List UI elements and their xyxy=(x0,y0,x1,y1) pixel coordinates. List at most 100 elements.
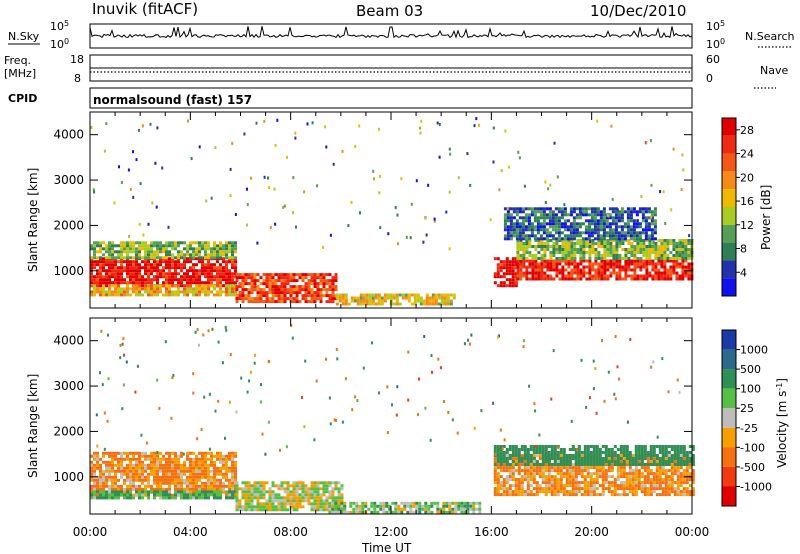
range-cell xyxy=(322,490,326,494)
range-cell xyxy=(658,466,662,470)
range-cell xyxy=(565,454,569,457)
range-cell xyxy=(198,260,201,264)
range-cell xyxy=(228,278,231,282)
range-cell xyxy=(514,266,518,270)
range-cell xyxy=(517,454,521,457)
range-cell xyxy=(425,233,428,237)
range-cell xyxy=(532,445,536,448)
range-cell xyxy=(581,207,585,211)
range-cell xyxy=(186,478,189,482)
range-cell xyxy=(523,454,527,457)
range-cell xyxy=(603,262,607,266)
range-cell xyxy=(231,478,234,482)
range-cell xyxy=(349,504,353,508)
range-cell xyxy=(634,487,638,491)
range-cell xyxy=(216,281,219,285)
range-cell xyxy=(177,278,180,282)
range-cell xyxy=(425,302,429,306)
range-cell xyxy=(590,228,594,232)
range-cell xyxy=(120,181,123,185)
range-cell xyxy=(586,451,590,454)
range-cell xyxy=(153,469,156,473)
range-cell xyxy=(588,259,592,263)
range-cell xyxy=(585,251,589,254)
range-cell xyxy=(523,451,527,454)
range-cell xyxy=(509,219,513,223)
range-cell xyxy=(598,457,602,460)
range-cell xyxy=(165,250,168,254)
range-cell xyxy=(365,299,369,303)
range-cell xyxy=(603,268,607,272)
range-cell xyxy=(584,213,588,217)
range-cell xyxy=(195,281,198,285)
range-cell xyxy=(231,490,234,494)
range-cell xyxy=(298,291,302,295)
range-cell xyxy=(574,484,578,488)
range-cell xyxy=(93,451,96,455)
range-cell xyxy=(241,505,245,509)
range-cell xyxy=(618,239,622,242)
range-cell xyxy=(503,228,507,232)
range-cell xyxy=(295,481,299,485)
range-cell xyxy=(448,247,451,251)
range-cell xyxy=(571,487,575,491)
range-cell xyxy=(210,278,213,282)
range-cell xyxy=(265,481,269,485)
range-cell xyxy=(99,272,102,276)
range-cell xyxy=(256,285,260,289)
range-cell xyxy=(553,487,557,491)
range-cell xyxy=(120,247,123,251)
range-cell xyxy=(126,241,129,245)
range-cell xyxy=(554,237,558,241)
range-cell xyxy=(120,460,123,464)
range-cell xyxy=(615,254,619,257)
range-cell xyxy=(228,272,231,276)
range-cell xyxy=(277,484,281,488)
range-cell xyxy=(253,490,257,494)
range-cell xyxy=(135,284,138,288)
range-cell xyxy=(536,207,540,211)
range-cell xyxy=(623,225,627,229)
range-cell xyxy=(310,493,314,497)
range-cell xyxy=(517,472,521,476)
range-cell xyxy=(508,260,512,264)
range-cell xyxy=(283,291,287,295)
range-cell xyxy=(378,191,381,195)
range-cell xyxy=(688,484,692,488)
colorbar-swatch xyxy=(722,224,736,243)
range-cell xyxy=(123,496,126,500)
range-cell xyxy=(679,484,683,488)
range-cell xyxy=(216,275,219,279)
range-cell xyxy=(325,291,329,295)
range-cell xyxy=(532,493,536,497)
range-cell xyxy=(602,237,606,241)
range-cell xyxy=(645,239,649,242)
range-cell xyxy=(529,466,533,470)
range-cell xyxy=(150,278,153,282)
range-cell xyxy=(590,210,594,214)
range-cell xyxy=(661,487,665,491)
range-cell xyxy=(313,487,317,491)
range-cell xyxy=(577,487,581,491)
range-cell xyxy=(259,508,263,512)
range-cell xyxy=(639,245,643,248)
range-cell xyxy=(144,272,147,276)
range-cell xyxy=(244,502,248,506)
range-cell xyxy=(552,277,556,281)
range-cell xyxy=(622,484,626,488)
range-cell xyxy=(574,454,578,457)
range-cell xyxy=(629,207,633,211)
range-cell xyxy=(556,466,560,470)
range-cell xyxy=(667,463,671,466)
range-cell xyxy=(440,299,444,303)
range-cell xyxy=(526,457,530,460)
range-cell xyxy=(675,271,679,275)
range-cell xyxy=(580,487,584,491)
range-cell xyxy=(301,294,305,298)
range-cell xyxy=(609,265,613,269)
range-cell xyxy=(316,505,320,509)
range-cell xyxy=(177,487,180,491)
range-cell xyxy=(180,253,183,257)
range-cell xyxy=(310,279,314,283)
range-cell xyxy=(584,210,588,214)
